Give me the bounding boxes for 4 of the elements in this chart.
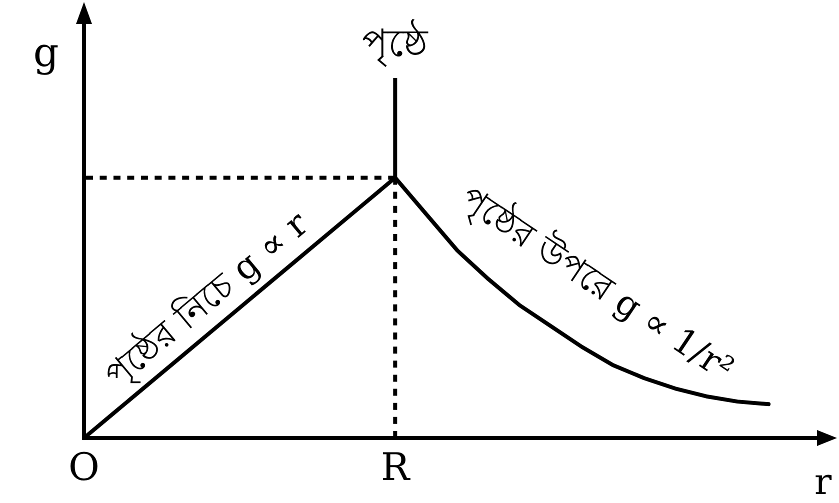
- x-tick-label: R: [380, 445, 411, 489]
- y-axis-title: g: [33, 30, 59, 76]
- x-tick-label: O: [68, 445, 100, 489]
- x-axis-title: r: [814, 462, 832, 503]
